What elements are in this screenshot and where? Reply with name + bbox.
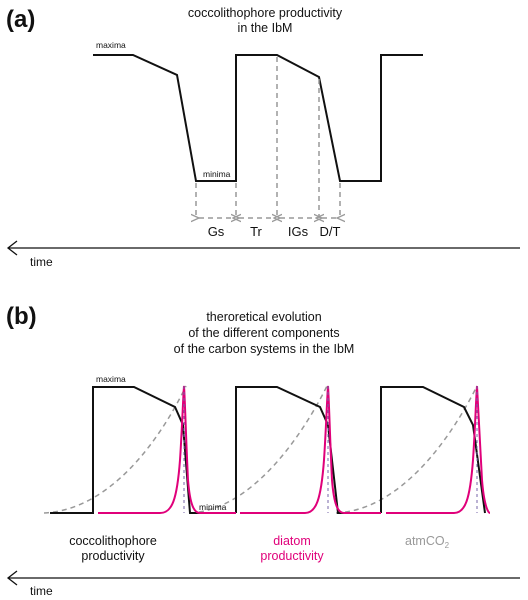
legend-diatom-line-1: diatom bbox=[273, 534, 311, 548]
time-label-b: time bbox=[30, 584, 53, 598]
phase-label-tr: Tr bbox=[250, 224, 262, 239]
legend-atmco2: atmCO2 bbox=[405, 534, 450, 550]
panel-b-letter: (b) bbox=[6, 303, 37, 330]
coccolithophore-productivity-curve bbox=[93, 54, 423, 182]
panel-a-letter: (a) bbox=[6, 6, 35, 33]
maxima-label: maxima bbox=[96, 40, 126, 50]
phase-label-gs: Gs bbox=[208, 224, 225, 239]
legend: coccolithophore productivity diatom prod… bbox=[69, 534, 449, 563]
diatom-curves bbox=[98, 385, 491, 514]
panel-b: (b) theroretical evolution of the differ… bbox=[6, 303, 520, 598]
legend-coccolithophore-line-1: coccolithophore bbox=[69, 534, 157, 548]
phase-label-igs: IGs bbox=[288, 224, 309, 239]
panel-b-title-line-2: of the different components bbox=[188, 326, 339, 340]
maxima-label-b: maxima bbox=[96, 374, 126, 384]
legend-diatom-line-2: productivity bbox=[260, 549, 324, 563]
panel-a-title-line-2: in the IbM bbox=[238, 21, 293, 35]
coccolithophore-curves-b bbox=[50, 386, 486, 514]
minima-label: minima bbox=[203, 169, 231, 179]
time-arrow-b bbox=[6, 570, 520, 586]
time-label-a: time bbox=[30, 255, 53, 269]
phase-label-dt: D/T bbox=[320, 224, 341, 239]
phase-guides bbox=[195, 57, 341, 218]
panel-b-title-line-3: of the carbon systems in the IbM bbox=[174, 342, 355, 356]
legend-coccolithophore-line-2: productivity bbox=[81, 549, 145, 563]
panel-b-title-line-1: theroretical evolution bbox=[206, 310, 321, 324]
time-arrow-a bbox=[6, 240, 520, 256]
panel-a: (a) coccolithophore productivity in the … bbox=[6, 6, 520, 269]
panel-a-title-line-1: coccolithophore productivity bbox=[188, 6, 343, 20]
minima-label-b: minima bbox=[199, 502, 227, 512]
atmco2-curves bbox=[43, 385, 478, 514]
